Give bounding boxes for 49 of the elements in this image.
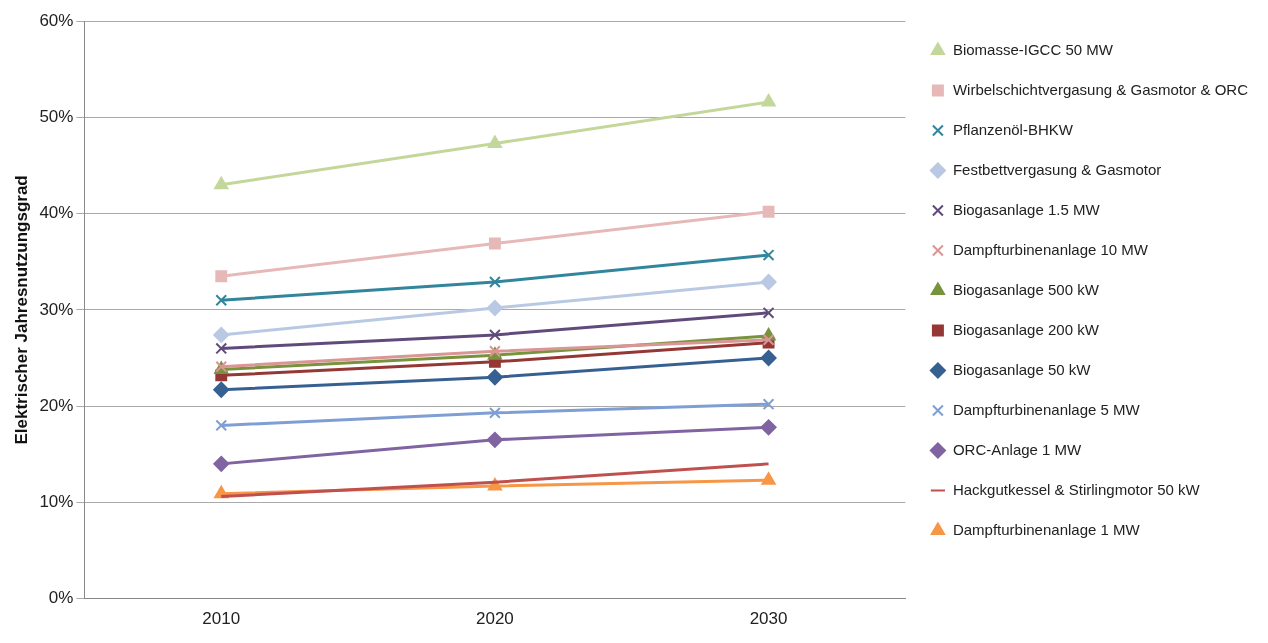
legend-label: Wirbelschichtvergasung & Gasmotor & ORC (952, 80, 1249, 98)
legend-label: Dampfturbinenanlage 1 MW (952, 520, 1141, 538)
legend-label: Festbettvergasung & Gasmotor (952, 160, 1162, 178)
y-tick-label: 50% (39, 107, 74, 127)
point (486, 369, 503, 386)
point (214, 176, 229, 190)
y-tick-label: 60% (39, 10, 74, 30)
legend-label: Biogasanlage 200 kW (952, 320, 1100, 338)
point (760, 350, 777, 367)
y-tick-label: 40% (39, 203, 74, 223)
point (213, 381, 230, 398)
point (488, 276, 501, 288)
point (762, 249, 775, 261)
legend-label: Biomasse-IGCC 50 MW (952, 40, 1114, 58)
y-tick-label: 0% (48, 588, 74, 608)
point (487, 135, 502, 148)
point (760, 273, 777, 290)
legend-label: Biogasanlage 1.5 MW (952, 200, 1101, 218)
x-tick-label: 2020 (476, 609, 514, 629)
point (213, 455, 230, 472)
x-tick-label: 2030 (749, 609, 788, 629)
point (215, 342, 228, 355)
point (762, 205, 775, 218)
point (488, 406, 501, 419)
legend-label: Dampfturbinenanlage 5 MW (952, 400, 1141, 418)
legend-label: Biogasanlage 50 kW (952, 360, 1092, 378)
x-tick-label: 2010 (202, 609, 241, 629)
point (488, 328, 501, 341)
y-tick-label: 20% (39, 395, 74, 415)
point (486, 299, 503, 316)
point (762, 398, 775, 411)
legend-label: Hackgutkessel & Stirlingmotor 50 kW (952, 480, 1201, 498)
point (762, 306, 775, 319)
point (761, 94, 776, 107)
point (215, 270, 228, 283)
legend-label: ORC-Anlage 1 MW (952, 440, 1083, 458)
y-tick-label: 30% (39, 299, 74, 319)
point (488, 237, 501, 250)
point (213, 326, 230, 343)
point (761, 472, 776, 485)
point (215, 419, 228, 432)
point (215, 294, 228, 307)
legend-label: Biogasanlage 500 kW (952, 280, 1100, 298)
legend-label: Dampfturbinenanlage 10 MW (952, 240, 1149, 258)
legend-label: Pflanzenöl-BHKW (952, 120, 1074, 138)
point (486, 431, 503, 448)
y-tick-label: 10% (39, 492, 74, 512)
point (760, 419, 777, 436)
y-axis-title: Elektrischer Jahresnutzungsgrad (11, 175, 31, 445)
